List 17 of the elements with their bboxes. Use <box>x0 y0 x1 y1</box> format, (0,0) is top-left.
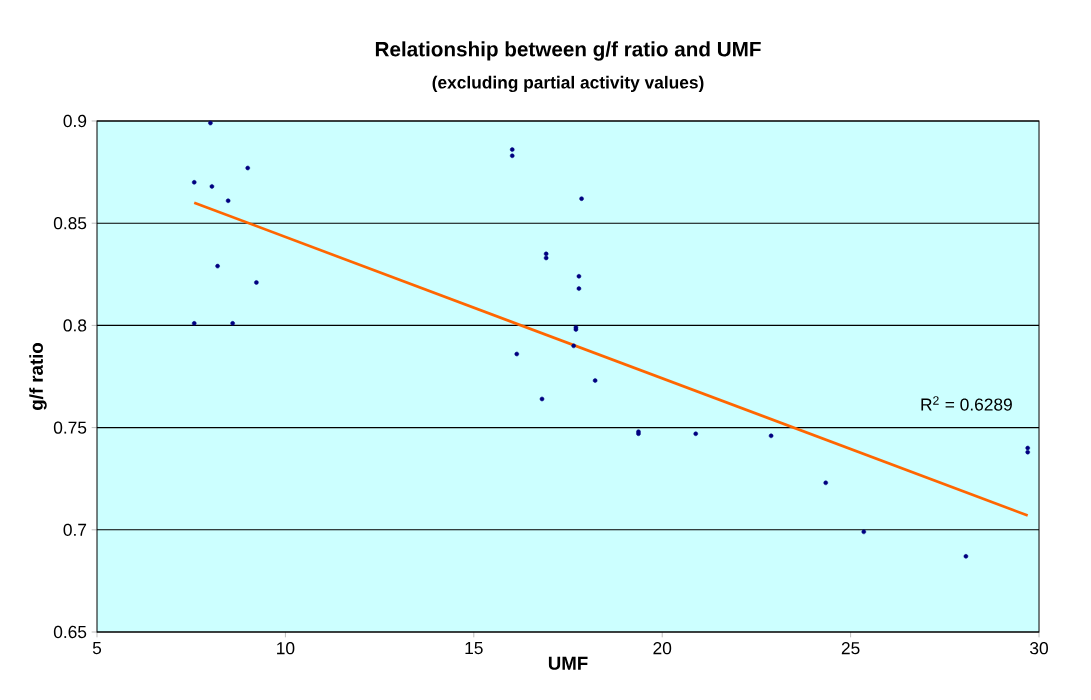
x-tick-label: 5 <box>92 642 102 655</box>
y-tick-label: 0.75 <box>53 421 87 434</box>
x-tick-label: 10 <box>277 642 295 655</box>
y-tick-label: 0.7 <box>63 523 87 536</box>
y-axis-title: g/f ratio <box>29 343 47 410</box>
annotation: R$^{2}$ = 0.6289 <box>921 396 1012 411</box>
chart-subtitle: (excluding partial activity values) <box>432 75 704 93</box>
x-tick-label: 15 <box>465 642 483 655</box>
x-tick-label: 30 <box>1030 642 1048 655</box>
x-tick-label: 20 <box>653 642 672 655</box>
x-tick-label: 25 <box>841 642 860 655</box>
x-axis-title: UMF <box>548 656 588 670</box>
y-tick-label: 0.85 <box>53 217 87 230</box>
y-tick-label: 0.65 <box>53 625 87 639</box>
chart-title: Relationship between g/f ratio and UMF <box>375 41 761 61</box>
y-tick-label: 0.9 <box>63 114 87 128</box>
y-tick-label: 0.8 <box>63 319 87 332</box>
